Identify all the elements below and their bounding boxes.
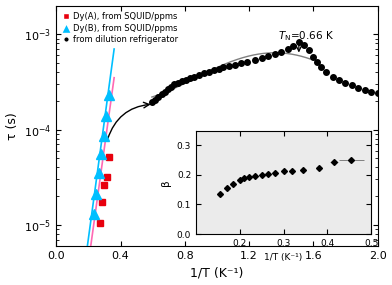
Legend: Dy(A), from SQUID/ppms, Dy(B), from SQUID/ppms, from dilution refrigerator: Dy(A), from SQUID/ppms, Dy(B), from SQUI…: [60, 10, 181, 47]
Text: $T_{\rm N}$=0.66 K: $T_{\rm N}$=0.66 K: [278, 29, 334, 43]
Y-axis label: τ (s): τ (s): [5, 112, 18, 140]
X-axis label: 1/T (K⁻¹): 1/T (K⁻¹): [190, 266, 243, 280]
